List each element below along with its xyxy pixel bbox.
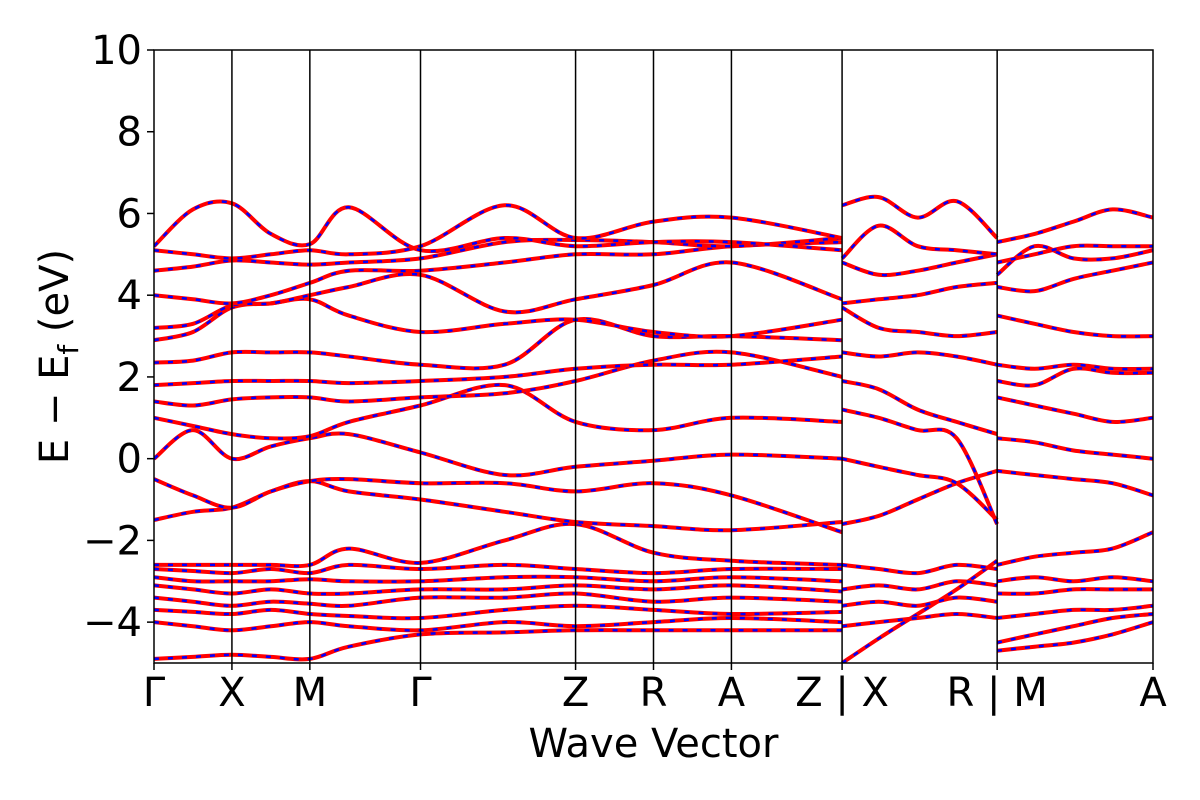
x-tick-label: R | M [947,670,1048,716]
band-line-3 [154,591,843,609]
band-line-13 [154,354,843,388]
band-line-39 [997,587,1153,596]
band-line-22 [841,611,998,629]
y-axis-label-unit: (eV) [32,249,78,345]
band-dash-8 [154,479,843,532]
x-tick-label: Z | X [795,670,889,716]
band-line-44 [996,395,1153,424]
band-line-25 [841,562,998,576]
band-dash-50 [996,244,1153,264]
band-line-0 [154,628,843,662]
band-dash-21 [841,559,998,663]
band-dash-46 [996,363,1153,371]
band-line-43 [996,436,1153,461]
y-tick-label: 10 [91,28,142,74]
x-tick-label: R [640,670,668,716]
band-dash-39 [997,587,1153,596]
band-line-31 [841,305,998,339]
band-dash-19 [154,204,843,260]
band-dash-42 [996,469,1153,497]
band-dash-31 [841,306,998,338]
band-line-5 [154,574,843,584]
band-line-40 [996,575,1153,584]
band-dash-38 [996,604,1153,620]
y-ticks-layer: −4 −2 0 2 4 6 8 10 [83,28,154,646]
y-axis-label: E − Ef (eV) [32,249,85,464]
y-axis-label-subscript: f [52,344,85,355]
band-line-30 [841,350,998,367]
band-line-24 [841,579,998,592]
x-tick-label: Z [562,670,589,716]
band-dash-43 [996,436,1153,460]
band-line-23 [841,595,998,608]
band-dash-25 [841,563,998,575]
x-tick-label: Γ [143,670,166,716]
band-line-19 [154,203,843,261]
x-tick-label: A [1139,670,1167,716]
y-tick-label: −2 [83,518,142,564]
band-line-9 [154,477,843,535]
band-dash-36 [996,620,1153,652]
band-dash-37 [996,612,1153,644]
y-tick-label: 4 [117,273,142,319]
y-tick-label: 6 [117,191,142,237]
band-line-26 [841,468,998,527]
band-line-45 [996,366,1153,388]
band-line-48 [996,260,1153,294]
x-ticks-layer: Γ X M Γ Z R A Z | X R | M A [143,663,1167,716]
kpoint-lines-layer [231,50,998,663]
band-line-51 [996,207,1153,245]
band-dash-17 [154,240,843,305]
band-dash-35 [841,195,998,239]
band-line-49 [995,243,1153,277]
y-tick-label: −4 [83,600,142,646]
y-axis-label-main: E − E [32,355,78,465]
band-line-4 [154,583,843,597]
band-line-17 [154,240,843,306]
band-line-41 [996,530,1153,567]
band-dash-44 [996,396,1153,424]
y-tick-label: 2 [117,355,142,401]
band-dash-49 [996,244,1153,276]
band-dash-23 [841,596,998,608]
band-dash-22 [841,612,998,628]
y-tick-label: 8 [117,110,142,156]
band-dash-41 [996,531,1153,567]
x-axis-label: Wave Vector [529,721,780,767]
band-line-29 [841,379,998,437]
band-dash-30 [841,351,998,366]
x-tick-label: M [293,670,328,716]
band-line-16 [154,260,843,330]
band-dash-24 [841,579,998,591]
band-line-42 [996,468,1153,498]
band-line-32 [841,280,998,306]
x-tick-label: A [718,670,746,716]
band-dash-16 [154,261,843,330]
band-dash-9 [154,477,843,534]
y-tick-label: 0 [117,437,142,483]
band-line-33 [841,252,998,278]
band-dash-29 [841,379,998,436]
band-line-8 [154,479,843,533]
x-tick-label: X [218,670,245,716]
band-line-47 [996,313,1153,339]
band-line-34 [840,223,998,260]
band-line-27 [841,456,999,522]
band-dash-20 [154,200,843,253]
band-dash-40 [996,575,1153,583]
band-dash-32 [841,281,998,305]
x-tick-label: Γ [409,670,432,716]
band-dash-28 [841,408,999,525]
band-dash-47 [996,314,1153,338]
